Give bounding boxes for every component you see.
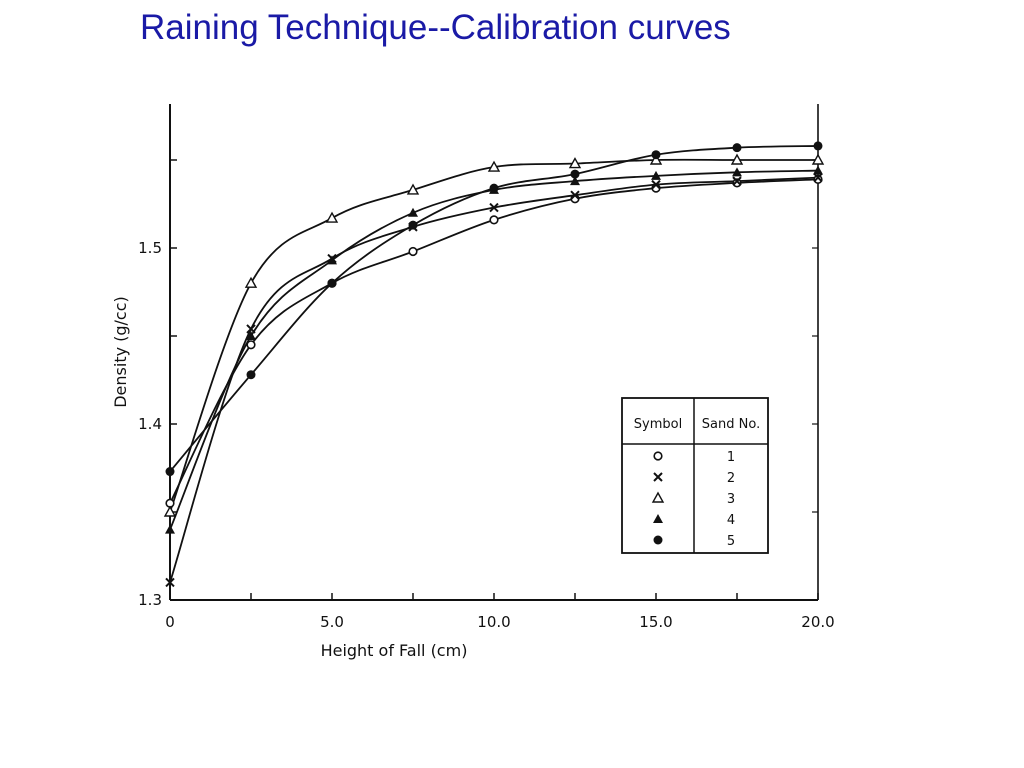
data-point-cross (246, 324, 256, 334)
data-point-triangle-filled (732, 167, 742, 177)
legend-sand-label: 3 (727, 492, 735, 507)
data-point-triangle-filled (813, 165, 823, 175)
data-point-triangle-filled (165, 524, 175, 534)
data-point-triangle-open (730, 153, 744, 165)
x-tick-label: 15.0 (639, 613, 672, 631)
data-point-circle-filled (327, 278, 337, 288)
data-point-circle-open (813, 174, 823, 184)
data-point-triangle-filled (651, 170, 661, 180)
y-tick-label: 1.5 (138, 239, 162, 257)
data-point-triangle-filled (570, 176, 580, 186)
chart-legend: Symbol Sand No. 1 2 3 4 5 (621, 397, 769, 554)
data-point-circle-open (408, 246, 418, 257)
data-point-circle-filled (651, 150, 661, 160)
x-tick-label: 10.0 (477, 613, 510, 631)
legend-sand-label: 2 (727, 471, 735, 486)
series-curve-2 (169, 176, 819, 583)
chart-axes (169, 104, 819, 601)
data-point-triangle-open (811, 153, 825, 165)
data-point-cross (165, 577, 175, 588)
x-tick-label: 5.0 (320, 613, 344, 631)
x-tick-label: 20.0 (801, 613, 834, 631)
legend-symbol-circle-open (653, 451, 663, 461)
data-point-circle-filled (489, 183, 499, 193)
data-point-circle-open (489, 215, 499, 225)
data-point-cross (651, 179, 661, 190)
chart-markers (163, 141, 825, 588)
data-point-triangle-filled (246, 331, 256, 340)
data-point-triangle-open (487, 160, 501, 172)
data-point-cross (732, 176, 742, 186)
data-point-circle-filled (165, 467, 175, 477)
data-point-circle-filled (246, 370, 256, 380)
data-point-triangle-open (568, 157, 582, 169)
legend-sand-label: 5 (727, 534, 735, 549)
data-point-cross (570, 190, 580, 200)
data-point-circle-filled (570, 169, 580, 179)
legend-sand-label: 4 (727, 513, 735, 528)
data-point-cross (489, 202, 499, 213)
data-point-triangle-open (163, 505, 177, 517)
data-point-triangle-open (244, 276, 258, 288)
legend-symbol-triangle-filled (653, 514, 663, 523)
x-tick-label: 0 (165, 613, 175, 631)
y-tick-label: 1.4 (138, 415, 162, 433)
data-point-circle-filled (408, 220, 418, 230)
slide-title: Raining Technique--Calibration curves (140, 8, 731, 47)
legend-symbol-triangle-open (651, 491, 665, 503)
legend-symbol-circle-filled (653, 535, 663, 545)
series-curve-5 (169, 145, 819, 473)
data-point-cross (813, 172, 823, 183)
data-point-triangle-filled (327, 255, 337, 265)
data-point-circle-open (246, 340, 256, 350)
data-point-triangle-open (649, 153, 663, 165)
legend-header-sand: Sand No. (702, 417, 760, 432)
data-point-circle-filled (813, 141, 823, 151)
data-point-circle-open (732, 178, 742, 188)
legend-symbol-cross (653, 472, 663, 482)
data-point-triangle-open (325, 211, 339, 223)
data-point-triangle-filled (408, 207, 418, 217)
x-axis-label: Height of Fall (cm) (321, 641, 468, 660)
legend-sand-label: 1 (727, 450, 735, 465)
y-tick-label: 1.3 (138, 591, 162, 609)
legend-box (621, 397, 769, 554)
chart-tick-labels: 1.3 1.4 1.5 0 5.0 10.0 15.0 20.0 (138, 239, 835, 631)
y-axis-label: Density (g/cc) (111, 296, 130, 408)
data-point-circle-filled (732, 143, 742, 153)
legend-header-symbol: Symbol (634, 417, 682, 432)
data-point-triangle-open (406, 183, 420, 195)
